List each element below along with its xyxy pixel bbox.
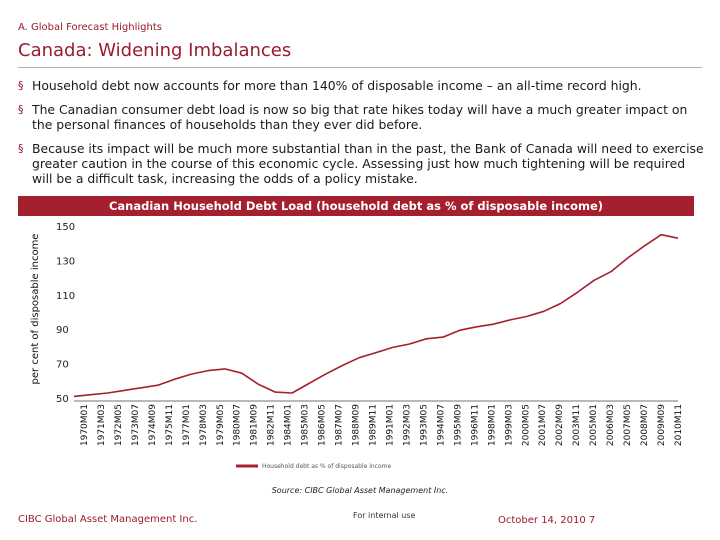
x-tick-label: 1981M09 — [250, 404, 260, 446]
chart-panel: Canadian Household Debt Load (household … — [18, 196, 694, 502]
footer-internal-use: For internal use — [353, 511, 416, 520]
x-tick-label: 2008M07 — [640, 404, 650, 446]
x-tick-label: 2003M11 — [572, 404, 582, 446]
x-tick-label: 1991M01 — [386, 404, 396, 446]
x-tick-label: 2007M05 — [623, 404, 633, 446]
chart-source: Source: CIBC Global Asset Management Inc… — [271, 486, 449, 495]
x-tick-label: 1975M11 — [165, 404, 175, 446]
chart-title: Canadian Household Debt Load (household … — [108, 199, 604, 213]
x-tick-label: 1973M07 — [131, 404, 141, 446]
x-tick-label: 1998M01 — [487, 404, 497, 446]
x-tick-label: 2000M05 — [521, 404, 531, 446]
x-tick-label: 1978M03 — [199, 404, 209, 446]
bullet-marker: § — [18, 103, 24, 116]
x-tick-label: 2005M01 — [589, 404, 599, 446]
section-label: A. Global Forecast Highlights — [18, 22, 162, 33]
y-tick-label: 150 — [56, 222, 75, 233]
x-tick-label: 2006M03 — [606, 404, 616, 446]
debt-load-chart: per cent of disposable income 50 70 90 110 13… — [30, 222, 684, 470]
y-tick-label: 90 — [56, 325, 69, 336]
title-divider — [18, 67, 702, 68]
footer-company: CIBC Global Asset Management Inc. — [18, 514, 198, 525]
slide-title: Canada: Widening Imbalances — [18, 40, 292, 61]
legend-label: Household debt as % of disposable income — [262, 463, 391, 470]
x-tick-label: 2001M07 — [538, 404, 548, 446]
x-tick-label: 1994M07 — [436, 404, 446, 446]
x-tick-label: 1980M07 — [233, 404, 243, 446]
x-tick-label: 1992M03 — [403, 404, 413, 446]
x-tick-label: 1993M05 — [419, 404, 429, 446]
bullet-text: The Canadian consumer debt load is now s… — [32, 102, 688, 132]
footer-date-page: October 14, 2010 7 — [498, 515, 596, 526]
bullet-item: § Household debt now accounts for more th… — [18, 78, 708, 93]
x-tick-label: 1986M05 — [318, 404, 328, 446]
x-tick-label: 1979M05 — [216, 404, 226, 446]
chart-header-bar: Canadian Household Debt Load (household … — [18, 196, 694, 216]
x-tick-label: 1977M01 — [182, 404, 192, 446]
x-tick-label: 1999M03 — [504, 404, 514, 446]
bullet-text: Because its impact will be much more sub… — [32, 141, 704, 186]
y-tick-label: 70 — [56, 360, 69, 371]
x-tick-label: 1982M11 — [267, 404, 277, 446]
bullet-item: § The Canadian consumer debt load is now … — [18, 102, 708, 132]
x-tick-label: 1996M11 — [470, 404, 480, 446]
x-tick-label: 2009M09 — [657, 404, 667, 446]
x-tick-label: 1970M01 — [80, 404, 90, 446]
y-axis-label: per cent of disposable income — [30, 234, 41, 385]
x-tick-label: 1988M09 — [352, 404, 362, 446]
y-tick-label: 130 — [56, 256, 75, 267]
x-tick-label: 1989M11 — [369, 404, 379, 446]
x-tick-label: 2002M09 — [555, 404, 565, 446]
x-tick-label: 1987M07 — [335, 404, 345, 446]
x-tick-label: 2010M11 — [674, 404, 684, 446]
bullet-text: Household debt now accounts for more tha… — [32, 78, 642, 93]
bullet-list: § Household debt now accounts for more th… — [18, 78, 708, 195]
x-tick-label: 1971M03 — [97, 404, 107, 446]
x-tick-label: 1974M09 — [148, 404, 158, 446]
bullet-marker: § — [18, 79, 24, 92]
debt-load-line — [73, 233, 679, 398]
y-tick-label: 50 — [56, 394, 69, 405]
bullet-item: § Because its impact will be much more su… — [18, 141, 708, 186]
x-tick-label: 1972M05 — [114, 404, 124, 446]
bullet-marker: § — [18, 142, 24, 155]
y-tick-label: 110 — [56, 291, 75, 302]
x-tick-label: 1984M01 — [284, 404, 294, 446]
x-tick-label: 1995M09 — [453, 404, 463, 446]
x-tick-label: 1985M03 — [301, 404, 311, 446]
